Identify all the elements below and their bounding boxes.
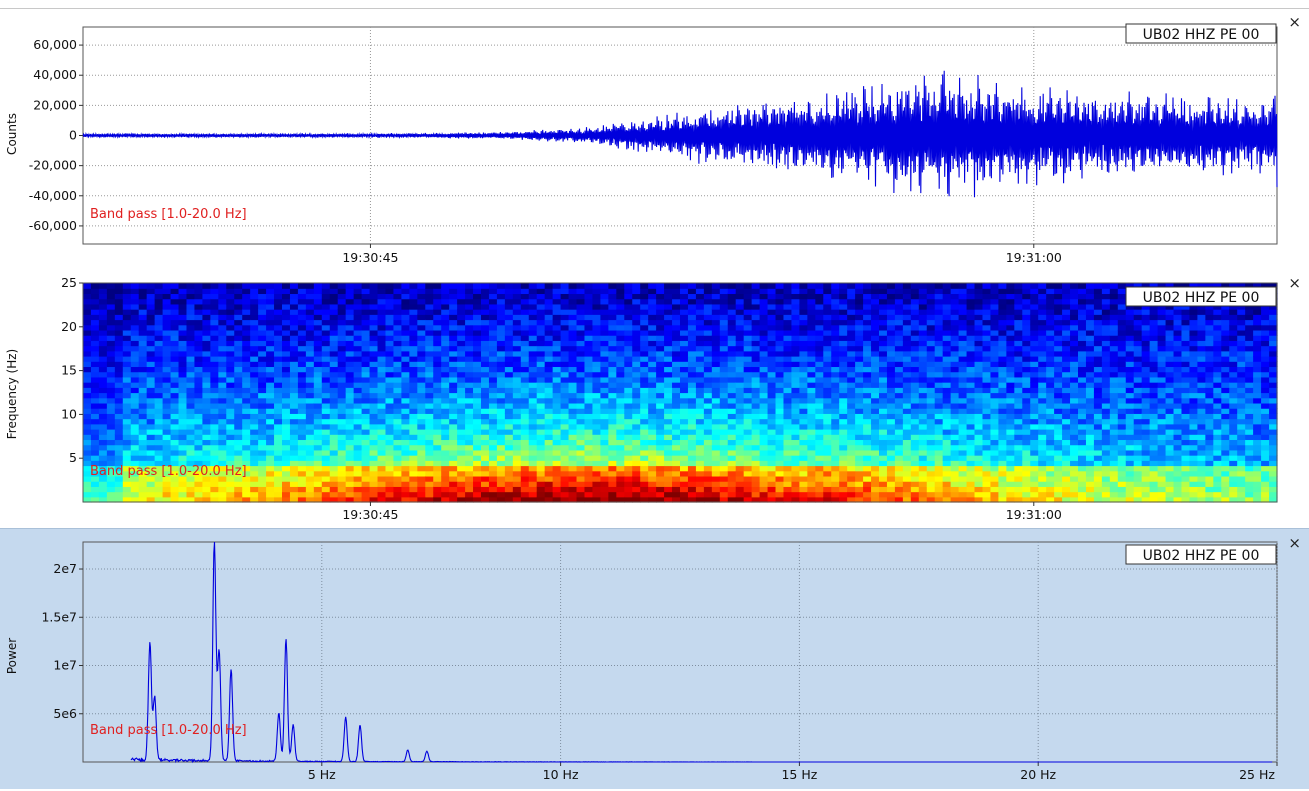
close-spectrum-icon[interactable]: ×	[1288, 534, 1301, 552]
ytick-label: 1.5e7	[41, 609, 77, 624]
xtick-label: 25 Hz	[1239, 767, 1275, 782]
ytick-label: -60,000	[29, 218, 77, 233]
spectrogram-axes: 5 10 15 20 25 19:30:45 19:31:00	[61, 275, 1278, 522]
xtick-label: 19:31:00	[1006, 507, 1062, 522]
station-label-spectrum: UB02 HHZ PE 00	[1125, 544, 1277, 565]
ytick-label: -40,000	[29, 188, 77, 203]
spectrogram-chart: 5 10 15 20 25 19:30:45 19:31:00 Frequency (Hz)…	[5, 275, 1278, 522]
ytick-label: 2e7	[53, 561, 77, 576]
waveform-chart: 60,000 40,000 20,000 0 -20,000 -40,000 -60,000…	[5, 23, 1278, 265]
spectrogram-panel: × 5 10 15 20 25 19:30:45 19:31:00 Frequency (H…	[0, 270, 1309, 528]
ytick-label: 20,000	[33, 97, 77, 112]
xtick-label: 19:30:45	[342, 250, 398, 265]
ytick-label: 60,000	[33, 37, 77, 52]
waveform-panel: × 60,000 40,000 20,000 0 -20,000 -40,000 -60,0…	[0, 8, 1309, 271]
ytick-label: 5e6	[53, 706, 77, 721]
xtick-label: 19:30:45	[342, 507, 398, 522]
station-label-text: UB02 HHZ PE 00	[1143, 290, 1260, 306]
spectrum-chart: 5e6 1e7 1.5e7 2e7 5 Hz 10 Hz 15 Hz 20 Hz 25 Hz P…	[5, 541, 1278, 782]
filter-label-spectrum: Band pass [1.0-20.0 Hz]	[90, 723, 247, 738]
waveform-ylabel: Counts	[5, 113, 19, 155]
spectrum-trace	[130, 541, 1273, 764]
close-spectrogram-icon[interactable]: ×	[1288, 274, 1301, 292]
spectrum-grid	[82, 541, 1278, 763]
spectrum-ylabel: Power	[5, 638, 19, 674]
station-label-text: UB02 HHZ PE 00	[1143, 27, 1260, 43]
xtick-label: 15 Hz	[781, 767, 817, 782]
waveform-trace	[82, 70, 1278, 198]
waveform-axes: 60,000 40,000 20,000 0 -20,000 -40,000 -60,000…	[29, 37, 1062, 265]
spectrum-axes: 5e6 1e7 1.5e7 2e7 5 Hz 10 Hz 15 Hz 20 Hz 25 Hz	[41, 561, 1278, 782]
ytick-label: 20	[61, 319, 77, 334]
spectrogram-ylabel: Frequency (Hz)	[5, 349, 19, 440]
xtick-label: 10 Hz	[543, 767, 579, 782]
filter-label-waveform: Band pass [1.0-20.0 Hz]	[90, 207, 247, 222]
xtick-label: 5 Hz	[308, 767, 336, 782]
spectrogram-cells	[83, 283, 1278, 503]
ytick-label: 1e7	[53, 658, 77, 673]
station-label-waveform: UB02 HHZ PE 00	[1125, 23, 1277, 44]
ytick-label: -20,000	[29, 158, 77, 173]
ytick-label: 5	[69, 450, 77, 465]
station-label-text: UB02 HHZ PE 00	[1143, 548, 1260, 564]
xtick-label: 19:31:00	[1006, 250, 1062, 265]
xtick-label: 20 Hz	[1020, 767, 1056, 782]
ytick-label: 40,000	[33, 67, 77, 82]
station-label-spectrogram: UB02 HHZ PE 00	[1125, 286, 1277, 307]
ytick-label: 0	[69, 128, 77, 143]
filter-label-spectrogram: Band pass [1.0-20.0 Hz]	[90, 464, 247, 479]
ytick-label: 10	[61, 406, 77, 421]
ytick-label: 15	[61, 363, 77, 378]
ytick-label: 25	[61, 275, 77, 290]
spectrum-panel: × 5e6 1e7 1.5e7 2e7 5 Hz 10 Hz 15 Hz 20 Hz 25 Hz…	[0, 528, 1309, 789]
close-waveform-icon[interactable]: ×	[1288, 13, 1301, 31]
